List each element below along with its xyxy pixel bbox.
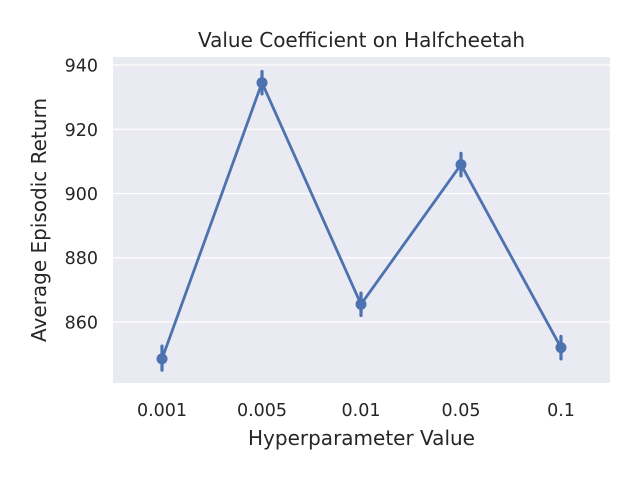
x-tick-labels: 0.001 0.005 0.01 0.05 0.1 (137, 401, 575, 421)
y-gridlines (113, 64, 610, 323)
chart-title: Value Coefficient on Halfcheetah (198, 28, 525, 52)
data-point (355, 298, 367, 310)
y-tick-labels: 860 880 900 920 940 (65, 57, 98, 334)
data-point (455, 159, 467, 171)
series-layer (156, 69, 567, 372)
x-tick-label: 0.1 (547, 401, 575, 421)
plot-background (113, 57, 610, 383)
data-point (156, 353, 168, 365)
y-tick-label: 860 (65, 313, 98, 333)
data-point (256, 77, 268, 89)
y-tick-label: 880 (65, 249, 98, 269)
x-tick-label: 0.01 (342, 401, 381, 421)
x-tick-label: 0.05 (442, 401, 481, 421)
y-tick-label: 900 (65, 185, 98, 205)
x-tick-label: 0.001 (137, 401, 187, 421)
series-group (156, 69, 567, 372)
x-axis-label: Hyperparameter Value (248, 426, 475, 450)
data-point (555, 342, 567, 354)
x-tick-label: 0.005 (237, 401, 287, 421)
y-tick-label: 920 (65, 121, 98, 141)
y-axis-label: Average Episodic Return (27, 98, 51, 342)
y-tick-label: 940 (65, 57, 98, 77)
